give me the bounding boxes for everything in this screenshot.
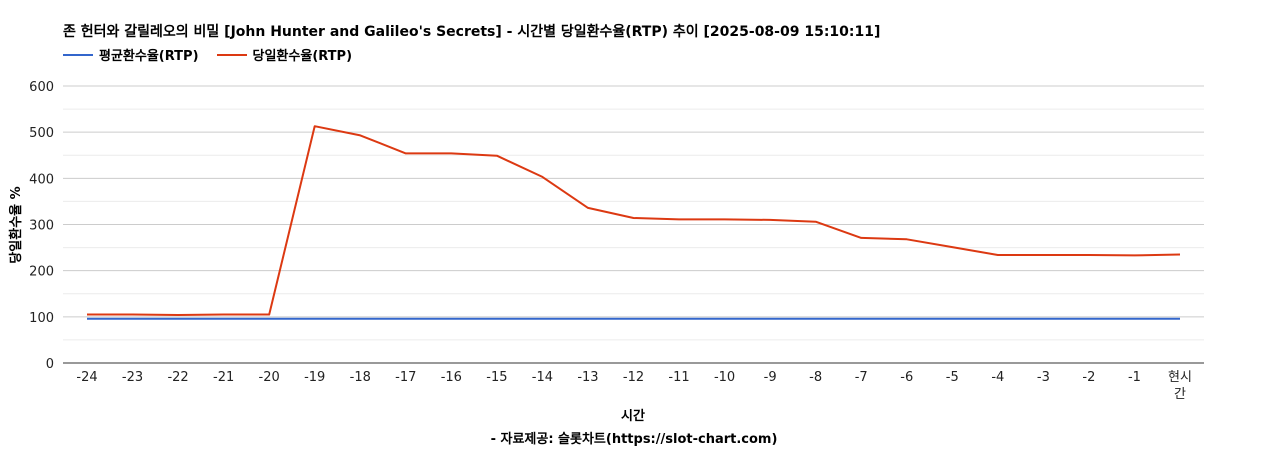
legend-swatch-average	[63, 53, 93, 56]
x-tick-label: -5	[946, 370, 959, 385]
legend-label-average: 평균환수율(RTP)	[99, 49, 199, 64]
x-axis-title: 시간	[621, 408, 645, 424]
x-tick-label: -14	[532, 370, 553, 385]
y-tick-label: 500	[29, 126, 54, 141]
x-tick-label: -7	[855, 370, 868, 385]
series-line-daily-rtp[interactable]	[87, 125, 1181, 316]
x-tick-label: -13	[577, 370, 598, 385]
x-tick-label: -12	[623, 370, 644, 385]
x-tick-label: -9	[764, 370, 777, 385]
y-tick-label: 400	[29, 172, 54, 187]
x-tick-label: -19	[304, 370, 325, 385]
y-tick-label: 600	[29, 80, 54, 95]
gridlines	[63, 85, 1204, 364]
y-tick-label: 200	[29, 265, 54, 280]
legend-swatch-daily	[216, 53, 247, 56]
x-tick-label: -20	[259, 370, 280, 385]
x-tick-label: -6	[900, 370, 913, 385]
legend-item-daily-rtp[interactable]: 당일환수율(RTP)	[216, 45, 353, 64]
legend-item-average-rtp[interactable]: 평균환수율(RTP)	[63, 45, 199, 64]
x-tick-label: -23	[122, 370, 143, 385]
x-tick-label: -10	[714, 370, 735, 385]
x-tick-label: -8	[809, 370, 822, 385]
x-tick-label: -21	[213, 370, 234, 385]
x-tick-label: -15	[486, 370, 507, 385]
chart-title: 존 헌터와 갈릴레오의 비밀 [John Hunter and Galileo'…	[63, 24, 881, 40]
source-credit: - 자료제공: 슬롯차트(https://slot-chart.com)	[490, 432, 778, 447]
x-tick-label: -17	[395, 370, 416, 385]
x-tick-label: 현시 간	[1168, 370, 1192, 402]
y-tick-label: 0	[46, 357, 54, 372]
legend: 평균환수율(RTP) 당일환수율(RTP)	[63, 45, 370, 64]
x-tick-label: -22	[167, 370, 188, 385]
x-tick-label: -18	[350, 370, 371, 385]
x-tick-label: -1	[1128, 370, 1141, 385]
x-tick-label: -2	[1082, 370, 1095, 385]
y-tick-label: 100	[29, 311, 54, 326]
x-tick-labels: -24 -23 -22 -21 -20 -19 -18 -17 -16 -15 -14 -13 -12 -…	[76, 370, 1192, 402]
x-tick-label: -11	[668, 370, 689, 385]
x-tick-label: -24	[76, 370, 97, 385]
y-axis-title: 당일환수율 %	[8, 186, 24, 263]
x-tick-label: -3	[1037, 370, 1050, 385]
x-tick-label: -4	[991, 370, 1004, 385]
legend-label-daily: 당일환수율(RTP)	[252, 49, 353, 64]
y-tick-label: 300	[29, 219, 54, 234]
y-tick-labels: 0 100 200 300 400 500 600	[29, 80, 54, 372]
x-tick-label: -16	[441, 370, 462, 385]
series-lines	[87, 125, 1181, 320]
